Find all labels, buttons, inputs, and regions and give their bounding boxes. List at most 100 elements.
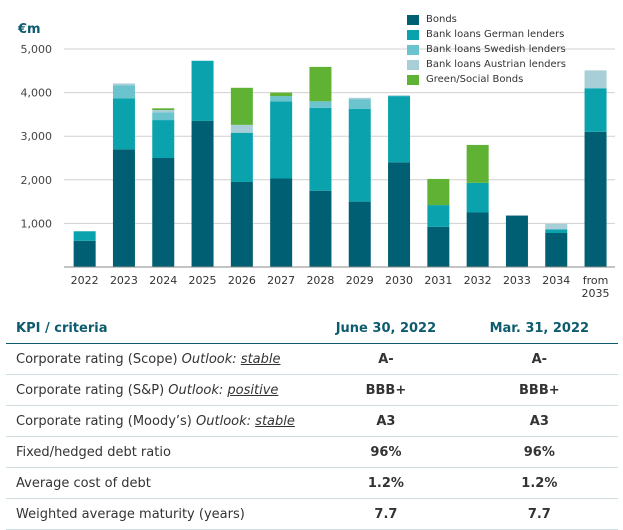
bar-segment (584, 131, 607, 267)
bar-segment (545, 232, 568, 267)
bar-segment (505, 215, 528, 267)
x-tick-label: from (583, 274, 609, 287)
x-tick-label: 2028 (306, 274, 334, 287)
bar-segment (152, 120, 175, 158)
bar-segment (466, 182, 489, 213)
march-header: Mar. 31, 2022 (460, 313, 618, 344)
outlook-value: positive (227, 382, 279, 398)
x-tick-label: 2024 (149, 274, 177, 287)
kpi-label-cell: Corporate rating (Moody’s) Outlook: stab… (6, 405, 312, 437)
kpi-label-cell: Corporate rating (Scope) Outlook: stable (6, 343, 312, 375)
march-value: A3 (460, 405, 618, 437)
legend-label: Bank loans Austrian lenders (426, 59, 566, 70)
bar-segment (466, 212, 489, 267)
legend-item: Bank loans Swedish lenders (407, 42, 566, 57)
outlook-word: Outlook: (181, 351, 237, 367)
bar-segment (545, 229, 568, 233)
bar-segment (191, 120, 214, 267)
legend-item: Bank loans German lenders (407, 27, 566, 42)
bar-segment (230, 87, 253, 125)
kpi-row: Weighted average maturity (years) 7.7 7.7 (6, 498, 618, 530)
bar-segment (112, 98, 135, 150)
x-tick-label: 2025 (189, 274, 217, 287)
bar-segment (309, 190, 332, 267)
legend-item: Bonds (407, 12, 566, 27)
kpi-label: Corporate rating (Scope) (16, 351, 178, 367)
kpi-label-cell: Corporate rating (S&P) Outlook: positive (6, 374, 312, 406)
bar-segment (584, 70, 607, 89)
june-header: June 30, 2022 (311, 313, 461, 344)
debt-maturity-chart: €m 1,000 2,000 3,000 4,000 5,000 2022 2023 2024… (18, 12, 615, 300)
kpi-label-cell: Weighted average maturity (years) (6, 498, 312, 530)
kpi-label: Corporate rating (Moody’s) (16, 413, 192, 429)
march-value: A- (460, 343, 618, 375)
bar-segment (152, 110, 175, 113)
chart-canvas: 1,000 2,000 3,000 4,000 5,000 2022 2023 2024 202… (21, 43, 615, 300)
bar-segment (427, 178, 450, 206)
bar-segment (427, 205, 450, 227)
bar-segment (112, 149, 135, 267)
bar-segment (230, 132, 253, 182)
y-tick-label: 2,000 (21, 174, 53, 187)
bar-segment (152, 108, 175, 111)
bar-segment (270, 96, 293, 102)
bar-segment (388, 96, 411, 163)
y-unit-label: €m (18, 22, 41, 37)
bar-segment (388, 95, 411, 97)
legend-item: Green/Social Bonds (407, 72, 566, 87)
legend-swatch (407, 14, 419, 25)
june-value: 96% (311, 436, 461, 468)
legend-label: Bonds (426, 14, 457, 25)
x-tick-label: 2032 (464, 274, 492, 287)
bar-segment (348, 201, 371, 267)
bar-segment (466, 144, 489, 183)
x-tick-label: 2023 (110, 274, 138, 287)
x-tick-label: 2034 (542, 274, 570, 287)
bar-segment (309, 101, 332, 108)
bar-segment (348, 108, 371, 202)
bar-segment (348, 99, 371, 109)
kpi-label: Fixed/hedged debt ratio (16, 444, 171, 460)
legend-item: Bank loans Austrian lenders (407, 57, 566, 72)
legend-label: Bank loans German lenders (426, 29, 565, 40)
x-tick-label: 2027 (267, 274, 295, 287)
kpi-row: Fixed/hedged debt ratio 96% 96% (6, 436, 618, 468)
kpi-row: Corporate rating (Scope) Outlook: stable… (6, 343, 618, 375)
march-value: 1.2% (460, 467, 618, 499)
y-tick-label: 5,000 (21, 43, 53, 56)
bar-segment (112, 85, 135, 99)
legend-label: Green/Social Bonds (426, 74, 524, 85)
bar-segment (427, 226, 450, 267)
march-value: 7.7 (460, 498, 618, 530)
x-tick-label: 2029 (346, 274, 374, 287)
bar-segment (388, 162, 411, 267)
bar-segment (545, 223, 568, 230)
bar-segment (309, 107, 332, 191)
kpi-label-cell: Average cost of debt (6, 467, 312, 499)
x-tick-label: 2035 (582, 287, 610, 300)
bar-segment (270, 92, 293, 97)
bar-segment (152, 158, 175, 267)
y-tick-label: 4,000 (21, 87, 53, 100)
bar-segment (309, 66, 332, 102)
june-value: 7.7 (311, 498, 461, 530)
y-tick-label: 1,000 (21, 217, 53, 230)
y-tick-label: 3,000 (21, 130, 53, 143)
bar-segment (584, 88, 607, 132)
outlook-word: Outlook: (196, 413, 252, 429)
kpi-label: Weighted average maturity (years) (16, 506, 245, 522)
bar-segment (73, 240, 96, 267)
legend-swatch (407, 29, 419, 40)
bar-segment (348, 97, 371, 100)
legend-swatch (407, 74, 419, 85)
x-tick-label: 2030 (385, 274, 413, 287)
x-tick-label: 2026 (228, 274, 256, 287)
bar-segment (191, 60, 214, 121)
kpi-row: Corporate rating (Moody’s) Outlook: stab… (6, 405, 618, 437)
bar-segment (112, 83, 135, 86)
bar-segment (230, 181, 253, 267)
bar-segment (270, 178, 293, 267)
legend-swatch (407, 44, 419, 55)
kpi-row: Corporate rating (S&P) Outlook: positive… (6, 374, 618, 406)
bar-segment (230, 124, 253, 133)
